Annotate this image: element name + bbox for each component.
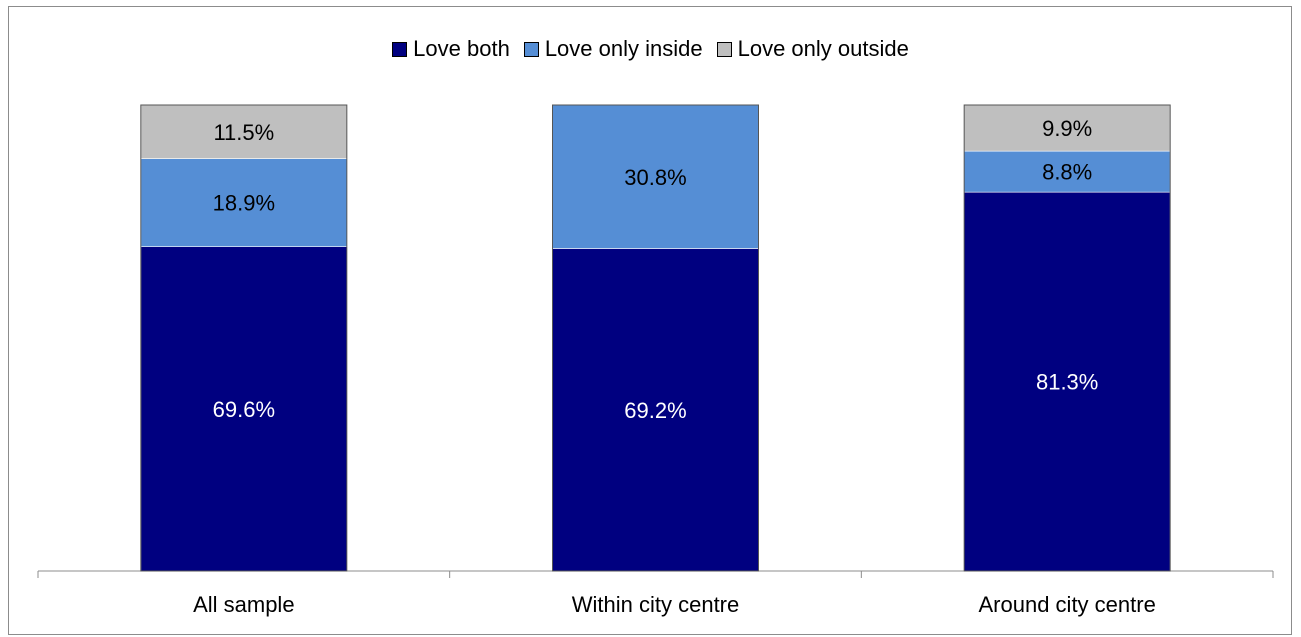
legend-label-love-only-outside: Love only outside: [737, 36, 909, 61]
bar-love-both-within-city-centre: [552, 248, 759, 572]
legend-label-love-both: Love both: [413, 36, 510, 61]
legend-label-love-only-inside: Love only inside: [544, 36, 703, 61]
bar-love-only-outside-around-city-centre: [963, 104, 1171, 152]
data-label-love-only-inside-all-sample: 18.9%: [213, 191, 275, 216]
data-label-love-only-outside-all-sample: 11.5%: [213, 120, 274, 145]
legend: Love both Love only inside Love only out…: [0, 36, 1301, 62]
legend-swatch-love-only-outside: [716, 41, 732, 57]
data-label-love-both-all-sample: 69.6%: [213, 397, 275, 422]
bar-love-only-inside-all-sample: [140, 158, 348, 247]
bar-outline-within-city-centre: [552, 104, 759, 572]
data-label-love-only-inside-within-city-centre: 30.8%: [624, 165, 686, 190]
data-label-love-only-outside-around-city-centre: 9.9%: [1042, 116, 1092, 141]
category-label-within-city-centre: Within city centre: [572, 592, 740, 617]
legend-item-love-only-outside: Love only outside: [716, 36, 909, 62]
chart-frame: [8, 6, 1292, 635]
bar-love-only-outside-all-sample: [140, 104, 348, 159]
category-label-around-city-centre: Around city centre: [979, 592, 1156, 617]
category-label-all-sample: All sample: [193, 592, 294, 617]
bar-outline-around-city-centre: [963, 104, 1171, 572]
data-label-love-both-around-city-centre: 81.3%: [1036, 370, 1098, 395]
legend-item-love-only-inside: Love only inside: [523, 36, 703, 62]
data-label-love-only-inside-around-city-centre: 8.8%: [1042, 160, 1092, 185]
legend-item-love-both: Love both: [392, 36, 510, 62]
bar-outline-all-sample: [140, 104, 348, 572]
data-label-love-both-within-city-centre: 69.2%: [624, 398, 686, 423]
bar-love-both-around-city-centre: [963, 191, 1171, 572]
legend-swatch-love-only-inside: [523, 41, 539, 57]
bar-love-both-all-sample: [140, 246, 348, 572]
legend-swatch-love-both: [392, 41, 408, 57]
